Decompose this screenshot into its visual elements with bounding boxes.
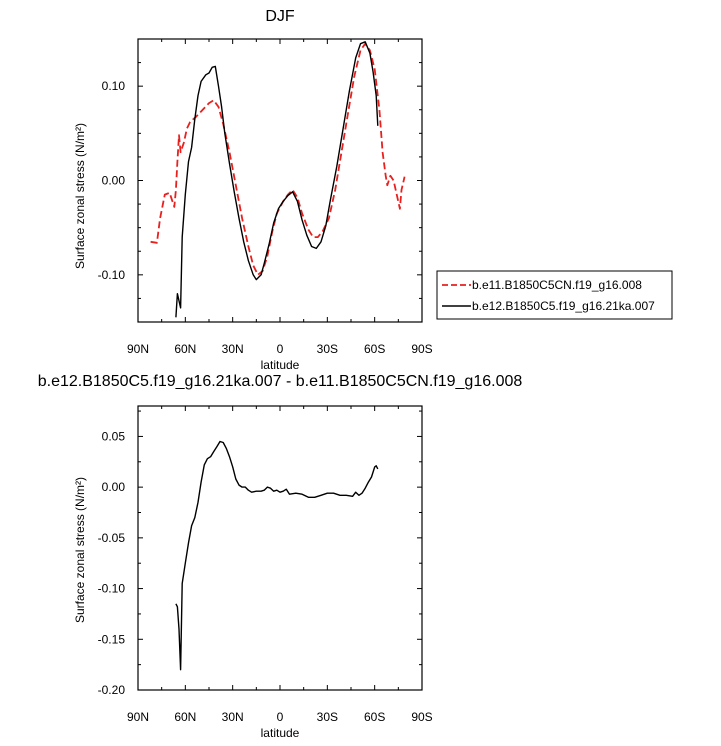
bottom-chart-x-tick-label: 60S <box>364 710 385 724</box>
top-chart-x-tick-label: 0 <box>277 342 284 356</box>
top-chart-y-tick-label: 0.10 <box>102 79 126 93</box>
bottom-chart-series-line-1 <box>175 440 379 671</box>
top-chart-ylabel: Surface zonal stress (N/m²) <box>73 123 87 269</box>
bottom-chart-title: b.e12.B1850C5.f19_g16.21ka.007 - b.e11.B… <box>38 373 523 390</box>
bottom-chart-series-group <box>175 440 379 671</box>
bottom-chart-panel: b.e12.B1850C5.f19_g16.21ka.007 - b.e11.B… <box>38 373 523 740</box>
legend-label-series-1: b.e11.B1850C5CN.f19_g16.008 <box>472 278 642 292</box>
bottom-chart-x-tick-label: 0 <box>277 710 284 724</box>
bottom-chart-y-tick-label: 0.00 <box>102 480 126 494</box>
top-chart-series-line-1 <box>150 42 406 276</box>
bottom-chart-y-tick-label: -0.10 <box>98 582 126 596</box>
top-chart-marks: 90N 60N 30N 0 30S 60S 90S 0.10 0.00 -0.10 <box>98 38 433 356</box>
bottom-chart-x-tick-label: 30S <box>317 710 338 724</box>
top-chart-series-line-2 <box>175 41 379 318</box>
top-chart-xlabel: latitude <box>261 358 300 372</box>
top-chart-x-tick-label: 90S <box>411 342 432 356</box>
bottom-chart-y-tick-label: 0.05 <box>102 429 126 443</box>
top-chart-series-group <box>150 41 406 318</box>
bottom-chart-marks: 90N 60N 30N 0 30S 60S 90S 0.05 0.00 -0.05 -0.10 -0.… <box>98 405 433 724</box>
legend-box <box>436 270 673 320</box>
bottom-chart-xlabel: latitude <box>261 726 300 740</box>
bottom-chart-x-tick-label: 90S <box>411 710 432 724</box>
bottom-chart-y-tick-label: -0.05 <box>98 531 126 545</box>
legend-label-series-2: b.e12.B1850C5.f19_g16.21ka.007 <box>472 299 655 313</box>
top-chart-y-tick-label: 0.00 <box>102 174 126 188</box>
bottom-chart-x-tick-label: 90N <box>127 710 149 724</box>
top-chart-x-tick-label: 30S <box>317 342 338 356</box>
bottom-chart-x-tick-label: 60N <box>174 710 196 724</box>
top-chart-panel: DJF latitude Surface zonal stress (N/m²)… <box>73 8 433 372</box>
top-chart-title: DJF <box>265 8 295 25</box>
top-chart-x-tick-label: 90N <box>127 342 149 356</box>
top-chart-x-tick-label: 60S <box>364 342 385 356</box>
top-chart-x-tick-label: 30N <box>222 342 244 356</box>
bottom-chart-y-tick-label: -0.15 <box>98 632 126 646</box>
bottom-chart-y-tick-label: -0.20 <box>98 683 126 697</box>
bottom-chart-x-tick-label: 30N <box>222 710 244 724</box>
top-chart-y-tick-label: -0.10 <box>98 268 126 282</box>
top-chart-legend: b.e11.B1850C5CN.f19_g16.008 b.e12.B1850C… <box>436 270 673 320</box>
top-chart-x-tick-label: 60N <box>174 342 196 356</box>
bottom-chart-ylabel: Surface zonal stress (N/m²) <box>73 477 87 623</box>
